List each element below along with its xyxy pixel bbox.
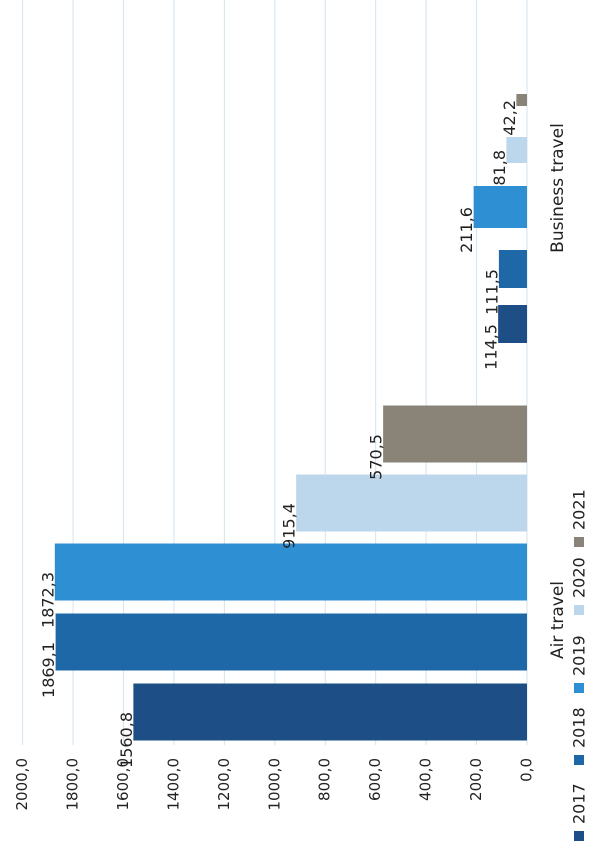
bar-air-travel-2017 — [133, 683, 527, 741]
bar-business-travel-2020 — [506, 137, 527, 163]
data-label: 915,4 — [280, 503, 299, 549]
legend-swatch — [574, 755, 584, 765]
data-label: 1872,3 — [38, 572, 57, 628]
data-label: 211,6 — [457, 207, 476, 253]
tick-label: 0,0 — [518, 758, 536, 782]
bar-business-travel-2019 — [473, 186, 527, 228]
data-label: 1560,8 — [117, 712, 136, 768]
tick-label: 200,0 — [467, 758, 485, 801]
bar-business-travel-2017 — [498, 305, 527, 343]
legend-label: 2018 — [570, 707, 589, 748]
tick-label: 1600,0 — [114, 758, 132, 811]
legend-swatch — [574, 831, 584, 841]
tick-label: 1200,0 — [215, 758, 233, 811]
bar-business-travel-2021 — [516, 94, 527, 106]
bars — [54, 94, 528, 741]
legend-label: 2021 — [570, 489, 589, 530]
tick-label: 1400,0 — [164, 758, 182, 811]
category-label-business-travel: Business travel — [548, 123, 568, 253]
data-label: 111,5 — [482, 269, 501, 315]
category-label-air-travel: Air travel — [548, 581, 568, 659]
tick-label: 1000,0 — [265, 758, 283, 811]
bar-business-travel-2018 — [498, 250, 527, 288]
data-label: 1869,1 — [39, 642, 58, 698]
legend-label: 2017 — [570, 783, 589, 824]
legend-label: 2019 — [570, 635, 589, 676]
tick-label: 1800,0 — [64, 758, 82, 811]
tick-label: 600,0 — [366, 758, 384, 801]
legend: 2017 2018 2019 2020 2021 — [570, 489, 589, 841]
data-label: 114,5 — [482, 324, 501, 370]
legend-swatch — [574, 683, 584, 693]
data-label: 81,8 — [490, 150, 509, 186]
tick-label: 2000,0 — [13, 758, 31, 811]
bar-air-travel-2020 — [296, 474, 527, 532]
bar-air-travel-2021 — [383, 405, 527, 463]
legend-swatch — [574, 605, 584, 615]
bar-air-travel-2019 — [54, 543, 527, 601]
data-label: 42,2 — [500, 100, 519, 136]
legend-swatch — [574, 537, 584, 547]
data-label: 570,5 — [367, 434, 386, 480]
tick-label: 400,0 — [417, 758, 435, 801]
bar-air-travel-2018 — [55, 613, 528, 671]
tick-label: 800,0 — [316, 758, 334, 801]
value-axis-ticks: 0,0 200,0 400,0 600,0 800,0 1000,0 1200,0 1400,… — [13, 758, 535, 811]
category-labels: Air travel Business travel — [548, 123, 568, 659]
legend-label: 2020 — [570, 557, 589, 598]
data-labels: 1560,8 1869,1 1872,3 915,4 570,5 114,5 111,5 21… — [38, 100, 519, 768]
